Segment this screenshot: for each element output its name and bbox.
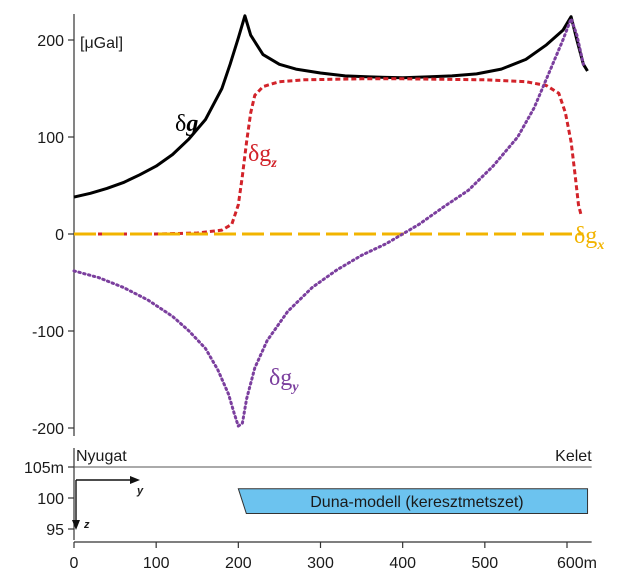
top-ytick-label: 100 [37, 130, 64, 147]
xtick-label: 100 [143, 555, 170, 572]
top-ytick-label: -100 [32, 324, 64, 341]
series-lines [72, 14, 589, 428]
bottom-ytick-label: 95 [46, 522, 64, 539]
top-ytick-label: 0 [55, 227, 64, 244]
bottom-y-ticks: 105m 100 95 [24, 460, 74, 539]
z-axis-label: z [83, 519, 90, 531]
bottom-ytick-label: 100 [37, 491, 64, 508]
series-line-0 [73, 14, 589, 199]
series-line-3 [72, 17, 585, 428]
xtick-label: 200 [225, 555, 252, 572]
series-line-1 [74, 77, 583, 236]
xtick-label: 400 [389, 555, 416, 572]
x-ticks: 0 100 200 300 400 500 600m [70, 542, 597, 572]
xtick-label: 0 [70, 555, 79, 572]
danube-model-label: Duna-modell (keresztmetszet) [310, 494, 523, 511]
xtick-label: 600m [557, 555, 597, 572]
series-label-dg: δg [175, 111, 198, 137]
coordinate-arrows: y z [72, 476, 144, 531]
unit-label: [μGal] [80, 35, 123, 52]
west-label: Nyugat [76, 448, 127, 465]
xtick-label: 300 [307, 555, 334, 572]
top-ytick-label: -200 [32, 421, 64, 438]
danube-model-shape [237, 488, 589, 514]
series-label-dgx: δgx [574, 223, 604, 253]
top-ytick-label: 200 [37, 33, 64, 50]
series-label-dgy: δgy [269, 365, 299, 395]
xtick-label: 500 [471, 555, 498, 572]
y-arrow-head [130, 476, 140, 484]
z-arrow-head [72, 520, 80, 530]
east-label: Kelet [555, 448, 592, 465]
bottom-ytick-label: 105m [24, 460, 64, 477]
y-axis-label: y [136, 485, 144, 497]
top-y-ticks: 200 100 0 -100 -200 [32, 33, 74, 438]
series-label-dgz: δgz [248, 141, 277, 171]
